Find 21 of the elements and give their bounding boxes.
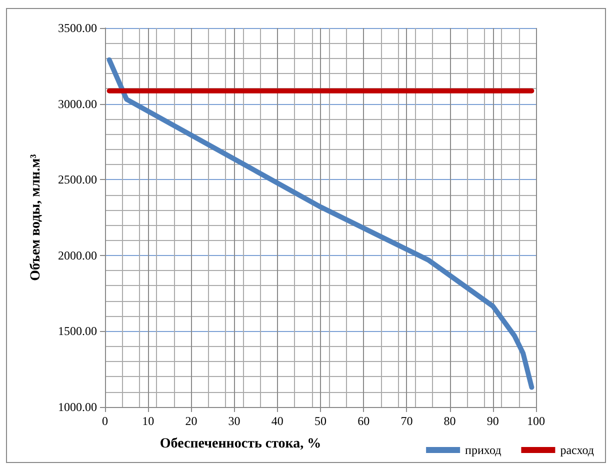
x-tick-label: 70 xyxy=(400,414,413,428)
x-tick-label: 100 xyxy=(527,414,545,428)
y-tick-label: 1500.00 xyxy=(58,324,97,338)
y-tick-label: 1000.00 xyxy=(58,400,97,414)
y-tick-label: 2000.00 xyxy=(58,248,97,262)
x-tick-label: 80 xyxy=(444,414,456,428)
y-tick-label: 2500.00 xyxy=(58,172,97,187)
x-tick-label: 10 xyxy=(142,414,154,428)
legend-label: приход xyxy=(465,443,502,457)
x-tick-label: 40 xyxy=(271,414,284,428)
x-tick-label: 0 xyxy=(102,414,108,428)
legend-label: расход xyxy=(560,443,594,457)
y-tick-label: 3500.00 xyxy=(58,21,97,35)
x-tick-label: 50 xyxy=(314,414,326,428)
x-tick-label: 90 xyxy=(486,414,499,428)
x-tick-label: 30 xyxy=(228,414,240,428)
x-tick-label: 20 xyxy=(185,414,198,428)
y-axis-title: Объем воды, млн.м³ xyxy=(28,154,44,281)
y-tick-label: 3000.00 xyxy=(58,96,97,111)
x-axis-title: Обеспеченность стока, % xyxy=(160,436,322,452)
x-tick-label: 60 xyxy=(358,414,370,428)
